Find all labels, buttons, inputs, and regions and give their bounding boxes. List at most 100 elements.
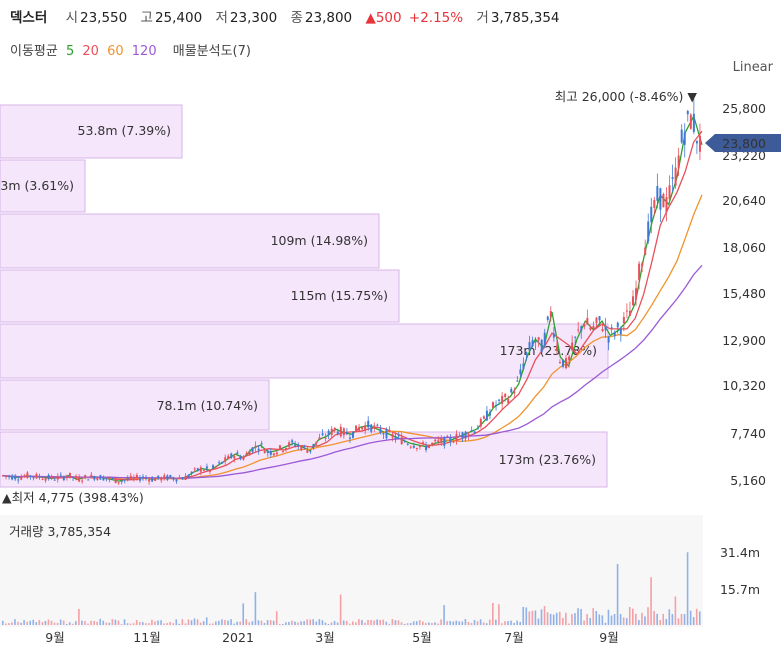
volume-bar (233, 623, 235, 625)
candle-body (607, 336, 610, 343)
volume-bar (212, 623, 214, 625)
volume-profile-label[interactable]: 매물분석도(7) (172, 44, 251, 59)
candle-body (260, 443, 263, 445)
volume-bar (282, 623, 284, 625)
candle-body (504, 393, 507, 398)
candle-body (516, 380, 519, 382)
volume-profile-label: 78.1m (10.74%) (157, 398, 258, 413)
candle-body (111, 478, 114, 480)
candle-body (403, 441, 406, 443)
candle-body (184, 475, 187, 480)
volume-bar (126, 623, 129, 625)
x-tick-label: 5월 (412, 630, 431, 645)
scale-mode-toggle[interactable]: Linear (732, 60, 773, 75)
candle-body (625, 310, 628, 312)
candle-body (412, 445, 415, 448)
volume-bar (169, 621, 171, 625)
volume-bar (531, 610, 534, 625)
candle-body (151, 478, 154, 482)
candle-body (145, 477, 148, 479)
candle-body (692, 113, 695, 132)
candle-body (361, 426, 364, 430)
volume-bar (586, 614, 588, 625)
candle-body (306, 449, 309, 453)
candle-body (589, 327, 592, 330)
volume-bar (93, 620, 95, 625)
volume-bar (129, 623, 132, 625)
stock-name[interactable]: 덱스터 (10, 10, 48, 26)
price-tick-label: 25,800 (722, 101, 766, 116)
volume-bar (321, 620, 324, 625)
candle-body (41, 479, 44, 481)
ma-label[interactable]: 이동평균 (10, 44, 58, 59)
candle-body (510, 388, 513, 393)
volume-bar (644, 616, 646, 625)
candle-body (129, 475, 132, 480)
candle-body (339, 426, 342, 437)
candle-body (522, 363, 525, 370)
candle-body (680, 129, 683, 143)
x-tick-label: 9월 (599, 630, 618, 645)
candle-body (236, 452, 239, 455)
ma-20[interactable]: 20 (82, 44, 99, 59)
volume-bar (501, 623, 503, 625)
candle-body (437, 440, 440, 442)
ma-60[interactable]: 60 (107, 44, 124, 59)
candle-body (330, 428, 333, 435)
candle-body (257, 448, 260, 451)
candle-body (534, 340, 537, 343)
volume-bar (452, 621, 455, 625)
volume-bar (339, 594, 342, 625)
candle-body (595, 317, 598, 323)
candle-body (501, 395, 504, 404)
volume-bar (257, 620, 260, 625)
volume-profile-label: 115m (15.75%) (291, 288, 388, 303)
volume-bar (492, 602, 494, 625)
volume-bar (434, 622, 436, 625)
candle-body (81, 480, 84, 482)
volume-tick-label: 31.4m (720, 545, 760, 560)
volume-bar (318, 619, 321, 625)
candle-body (562, 359, 564, 367)
volume-bar (132, 623, 135, 625)
candle-body (62, 476, 65, 481)
open-label: 시 (65, 10, 78, 26)
volume-bar (488, 619, 491, 625)
candle-body (400, 437, 403, 445)
candle-body (668, 185, 671, 200)
candle-body (300, 446, 303, 451)
candle-body (464, 431, 467, 439)
volume-bar (230, 619, 232, 625)
volume-bar (455, 620, 458, 625)
candle-body (653, 200, 656, 208)
volume-bar (181, 619, 184, 625)
candle-body (342, 428, 345, 436)
volume-profile-bar (0, 213, 380, 269)
volume-bar (385, 621, 388, 625)
candle-body (105, 478, 108, 480)
volume-bar (677, 618, 680, 625)
volume-bar (549, 613, 552, 625)
candle-body (53, 479, 56, 481)
high-marker: 최고 26,000 (-8.46%) ▼ (555, 89, 698, 104)
candle-body (72, 476, 74, 478)
candle-body (56, 476, 59, 480)
candle-body (498, 399, 501, 401)
volume-bar (312, 619, 315, 625)
volume-bar (528, 611, 531, 625)
ma-120[interactable]: 120 (131, 44, 157, 59)
volume-bar (522, 606, 525, 625)
volume-bar (205, 617, 208, 625)
volume-bar (135, 619, 138, 625)
candle-body (93, 476, 96, 480)
candle-body (212, 465, 214, 468)
volume-bar (409, 623, 412, 625)
candle-body (470, 430, 473, 432)
candle-body (84, 475, 87, 477)
volume-bar (269, 620, 272, 625)
candle-body (647, 221, 650, 242)
ma-5[interactable]: 5 (65, 44, 75, 59)
volume-bar (513, 622, 515, 625)
quote-header: 덱스터 시 23,550 고 25,400 저 23,300 종 23,800 ▲500… (10, 6, 569, 26)
